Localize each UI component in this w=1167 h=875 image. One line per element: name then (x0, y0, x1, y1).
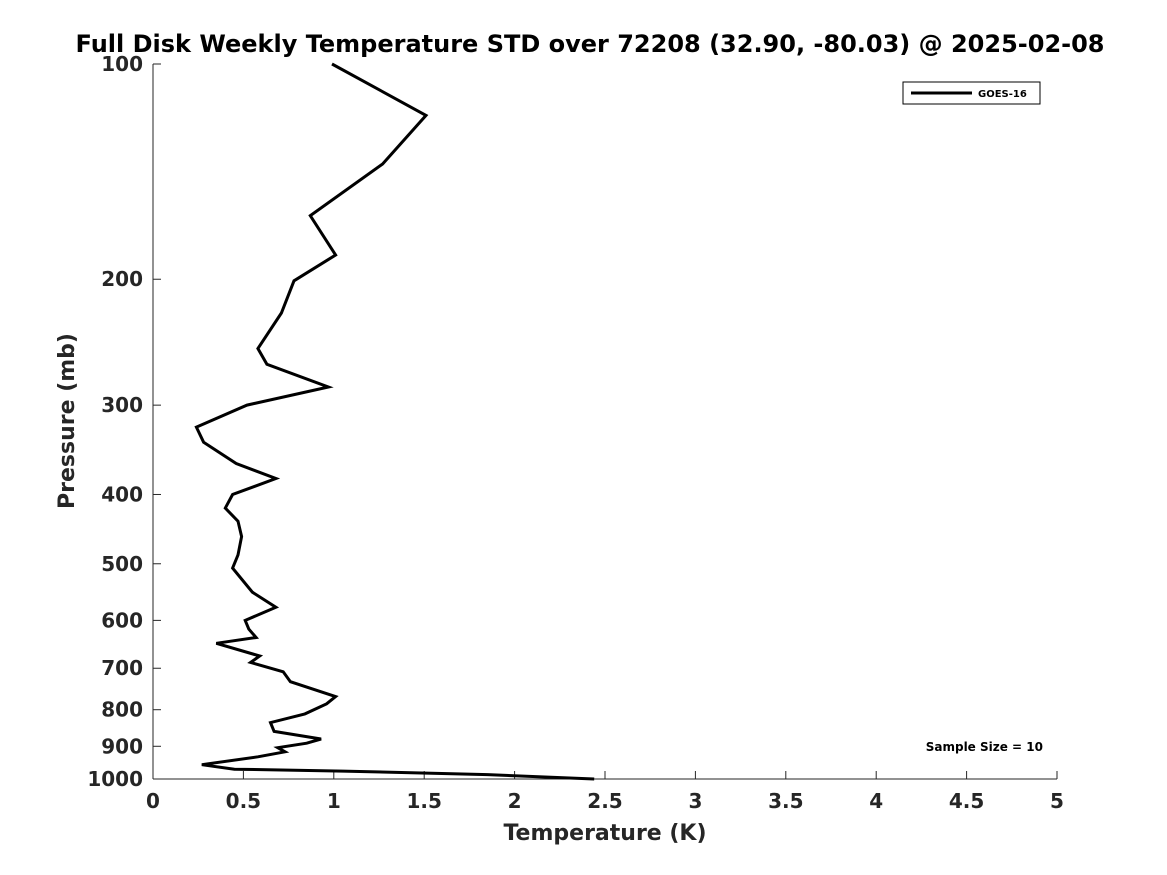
y-tick-label: 700 (101, 656, 143, 680)
chart-title: Full Disk Weekly Temperature STD over 72… (76, 30, 1105, 58)
x-tick-label: 4.5 (949, 789, 984, 813)
y-tick-label: 900 (101, 734, 143, 758)
y-tick-label: 200 (101, 267, 143, 291)
x-tick-label: 1.5 (406, 789, 441, 813)
sample-size-annotation: Sample Size = 10 (926, 740, 1043, 754)
x-tick-label: 3.5 (768, 789, 803, 813)
y-tick-label: 100 (101, 52, 143, 76)
x-tick-label: 2.5 (587, 789, 622, 813)
series-layer (194, 62, 595, 781)
x-tick-label: 2 (508, 789, 522, 813)
y-tick-label: 500 (101, 552, 143, 576)
x-tick-label: 4 (869, 789, 883, 813)
y-tick-label: 1000 (87, 767, 143, 791)
y-tick-label: 800 (101, 698, 143, 722)
x-ticks: 0 0.5 1 1.5 2 2.5 3 3.5 4 4.5 5 (146, 771, 1064, 813)
series-line-goes-16 (194, 62, 595, 781)
y-tick-label: 300 (101, 393, 143, 417)
x-axis-title: Temperature (K) (503, 821, 706, 846)
legend-label-goes-16: GOES-16 (978, 89, 1027, 100)
x-tick-label: 0.5 (226, 789, 261, 813)
x-tick-label: 1 (327, 789, 341, 813)
x-tick-label: 0 (146, 789, 160, 813)
legend: GOES-16 (902, 81, 1041, 105)
x-tick-label: 3 (688, 789, 702, 813)
y-tick-label: 600 (101, 608, 143, 632)
x-tick-label: 5 (1050, 789, 1064, 813)
y-tick-label: 400 (101, 482, 143, 506)
y-ticks: 100 200 300 400 500 600 700 800 900 1000 (87, 52, 161, 791)
y-axis-title: Pressure (mb) (55, 333, 80, 509)
